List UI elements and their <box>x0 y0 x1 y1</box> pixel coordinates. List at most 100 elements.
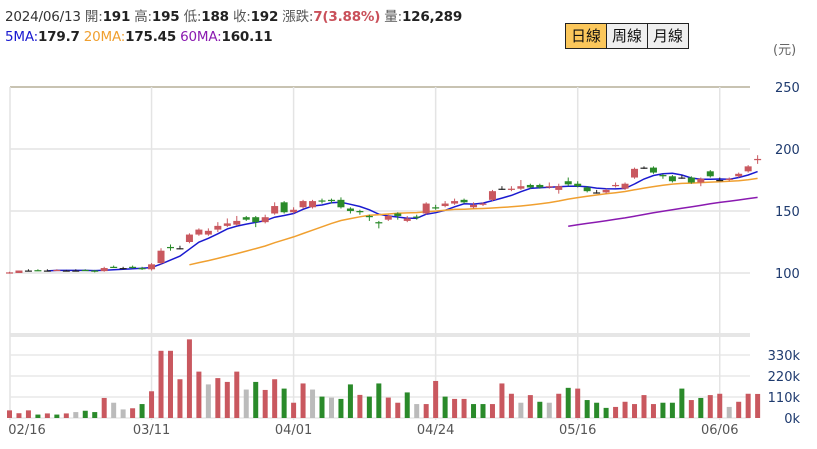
volume-bar <box>755 393 761 418</box>
candle-body <box>214 225 222 230</box>
candle-body <box>337 199 345 208</box>
candle-body <box>593 192 601 194</box>
volume-bar <box>158 350 164 418</box>
date-tick-label: 04/01 <box>275 423 312 438</box>
volume-bar <box>584 400 590 418</box>
candle-body <box>432 207 440 209</box>
volume-bar <box>44 413 50 418</box>
candle-body <box>555 186 563 190</box>
candle-body <box>100 268 108 272</box>
high-label: 高: <box>134 9 152 25</box>
candle <box>15 270 23 273</box>
candle <box>280 201 288 214</box>
candle-body <box>470 204 478 208</box>
candle <box>413 214 421 220</box>
volume-bar <box>546 402 552 418</box>
candle <box>148 263 156 271</box>
candle <box>668 175 676 183</box>
candle-body <box>195 229 203 235</box>
volume-bar <box>537 401 543 418</box>
candle-body <box>384 215 392 220</box>
candle-body <box>735 173 743 177</box>
panel-divider <box>10 333 750 337</box>
candle <box>460 198 468 204</box>
candle <box>602 188 610 194</box>
candle-body <box>649 167 657 173</box>
candle <box>564 177 572 187</box>
candle <box>214 222 222 233</box>
candle-body <box>309 201 317 208</box>
high-value: 195 <box>151 9 180 25</box>
volume-bar <box>423 404 429 418</box>
candle <box>706 170 714 178</box>
candle <box>129 265 137 269</box>
candle <box>470 202 478 209</box>
volume-bar <box>489 404 495 418</box>
candle-body <box>375 222 383 224</box>
price-unit-label: (元) <box>773 43 797 58</box>
volume-bar <box>338 398 344 418</box>
candle-body <box>166 246 174 249</box>
candle-body <box>327 199 335 202</box>
volume-bar <box>16 413 22 418</box>
candle-body <box>119 268 127 270</box>
volume-bar <box>527 395 533 418</box>
candle <box>309 199 317 209</box>
candle <box>119 266 127 270</box>
candle-body <box>15 270 23 273</box>
candle <box>185 233 193 244</box>
candle-body <box>697 178 705 183</box>
candle <box>659 173 667 179</box>
volume-bar <box>452 398 458 418</box>
candle <box>574 181 582 188</box>
volume-bar <box>575 388 581 418</box>
candle <box>6 271 13 274</box>
volume-bar <box>508 393 514 418</box>
candle <box>498 186 506 190</box>
weekly-button[interactable]: 周線 <box>606 23 649 49</box>
volume-bar <box>669 402 675 418</box>
volume-bar <box>234 371 240 418</box>
candle-body <box>716 180 724 182</box>
candle <box>318 198 326 204</box>
candle <box>394 212 402 220</box>
daily-button[interactable]: 日線 <box>565 23 608 49</box>
candle-body <box>233 220 241 225</box>
volume-bar <box>688 400 694 418</box>
quote-date: 2024/06/13 <box>5 9 81 25</box>
candle-body <box>261 217 269 223</box>
candle <box>526 183 534 189</box>
candle-body <box>744 166 752 172</box>
candle-body <box>602 189 610 193</box>
volume-bar <box>63 413 69 418</box>
volume-bar <box>281 388 287 418</box>
monthly-button[interactable]: 月線 <box>647 23 690 49</box>
volume-bar <box>54 414 60 418</box>
volume-tick-label: 110k <box>768 391 801 406</box>
volume-tick-label: 220k <box>768 370 801 385</box>
candle <box>384 214 392 221</box>
date-tick-label: 05/16 <box>559 423 596 438</box>
volume-bar <box>556 393 562 418</box>
volume-bar <box>594 402 600 418</box>
candle-body <box>706 171 714 177</box>
candle-body <box>678 177 686 179</box>
candle <box>195 228 203 236</box>
quote-summary: 2024/06/13 開:191 高:195 低:188 收:192 漲跌:7(… <box>5 5 462 25</box>
volume-bar <box>499 383 505 418</box>
candle-body <box>356 211 364 213</box>
ma-line-60ma <box>568 196 758 227</box>
candle-body <box>6 272 13 274</box>
volume-bar <box>92 412 98 418</box>
ma5-value: 179.7 <box>37 29 80 45</box>
date-tick-label: 06/06 <box>701 423 738 438</box>
candle <box>744 165 752 173</box>
volume-tick-label: 330k <box>768 349 801 364</box>
candle-body <box>451 201 459 204</box>
candle <box>337 197 345 209</box>
volume-bar <box>73 412 79 418</box>
price-tick-label: 100 <box>775 267 800 282</box>
candle-body <box>43 270 51 272</box>
candle <box>621 182 629 190</box>
